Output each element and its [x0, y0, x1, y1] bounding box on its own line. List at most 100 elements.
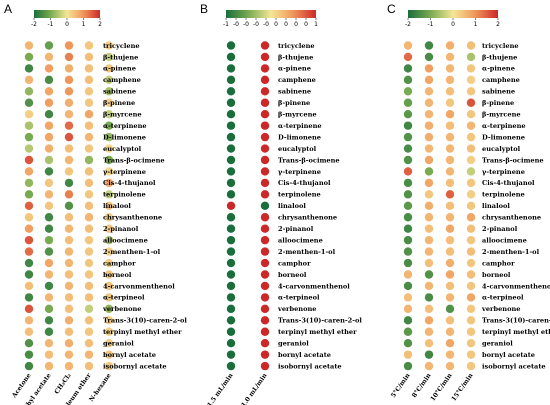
heatmap-cell [466, 98, 476, 107]
heatmap-cell [424, 361, 434, 371]
heatmap-cell [64, 87, 74, 96]
heatmap-cell [64, 281, 74, 291]
heatmap-cell [24, 304, 34, 314]
heatmap-cell [44, 224, 54, 233]
row-label: camphene [278, 76, 316, 84]
heatmap-cell [44, 155, 54, 165]
heatmap-cell [260, 132, 270, 142]
heatmap-cell [260, 121, 270, 130]
heatmap-cell [24, 178, 34, 188]
row-label: α-terpinene [103, 122, 147, 130]
heatmap-cell [466, 316, 476, 325]
heatmap-cell [24, 281, 34, 291]
heatmap-cell [466, 304, 476, 314]
heatmap-cell [466, 167, 476, 176]
heatmap-cell [24, 132, 34, 142]
row-label: γ-terpinene [103, 168, 146, 176]
heatmap-cell [445, 64, 455, 73]
heatmap-cell [226, 144, 236, 153]
heatmap-cell [260, 270, 270, 279]
heatmap-cell [84, 361, 94, 371]
heatmap-cell [44, 144, 54, 153]
heatmap-cell [226, 339, 236, 348]
heatmap-cell [104, 281, 114, 291]
row-label: 2-menthen-1-ol [278, 248, 336, 256]
heatmap-cell [84, 201, 94, 210]
colorbar-tick-label: 2 [496, 21, 500, 28]
row-label: α-terpinene [482, 122, 526, 130]
heatmap-cell [445, 224, 455, 233]
heatmap-cell [424, 110, 434, 119]
colorbar-tick-label: 0 [304, 21, 308, 28]
heatmap-cell [226, 293, 236, 302]
heatmap-cell [226, 235, 236, 245]
row-label: camphor [103, 259, 136, 267]
row-label: chrysanthenone [103, 214, 162, 222]
colorbar-tick-label: 0 [65, 21, 69, 28]
heatmap-cell [226, 247, 236, 256]
heatmap-cell [44, 293, 54, 302]
row-label: bornyl acetate [103, 351, 156, 359]
heatmap-cell [466, 235, 476, 245]
heatmap-cell [424, 167, 434, 176]
colorbar [34, 10, 100, 18]
heatmap-cell [466, 155, 476, 165]
heatmap-cell [44, 247, 54, 256]
heatmap-cell [445, 41, 455, 50]
heatmap-cell [466, 224, 476, 233]
heatmap-cell [260, 327, 270, 336]
heatmap-cell [44, 98, 54, 107]
heatmap-cell [424, 121, 434, 130]
row-label: Cis-4-thujanol [482, 179, 535, 187]
row-label: β-thujene [103, 53, 138, 61]
heatmap-cell [260, 41, 270, 50]
heatmap-cell [84, 41, 94, 50]
heatmap-cell [424, 350, 434, 359]
heatmap-cell [260, 350, 270, 359]
row-label: β-myrcene [103, 111, 142, 119]
heatmap-cell [424, 247, 434, 256]
heatmap-cell [64, 224, 74, 233]
row-label: 2-pinanol [482, 225, 518, 233]
heatmap-cell [104, 167, 114, 176]
heatmap-cell [104, 121, 114, 130]
heatmap-cell [403, 316, 413, 325]
colorbar-tick-label: -0 [233, 21, 239, 28]
heatmap-cell [226, 350, 236, 359]
row-label: sabinene [278, 88, 311, 96]
heatmap-cell [44, 121, 54, 130]
heatmap-cell [403, 178, 413, 188]
heatmap-cell [403, 224, 413, 233]
heatmap-cell [403, 110, 413, 119]
colorbar-tick-label: 0 [451, 21, 455, 28]
row-label: bornyl acetate [278, 351, 331, 359]
heatmap-cell [424, 293, 434, 302]
row-label: terpinyl methyl ether [482, 328, 550, 336]
heatmap-cell [84, 110, 94, 119]
row-label: tricyclene [482, 42, 519, 50]
heatmap-cell [424, 178, 434, 188]
heatmap-cell [466, 132, 476, 142]
heatmap-cell [445, 247, 455, 256]
heatmap-cell [226, 361, 236, 371]
heatmap-cell [64, 178, 74, 188]
heatmap-cell [403, 350, 413, 359]
row-label: β-pinene [482, 99, 514, 107]
row-label: linalool [482, 202, 510, 210]
heatmap-cell [403, 52, 413, 62]
heatmap-cell [403, 258, 413, 268]
heatmap-cell [424, 144, 434, 153]
heatmap-cell [64, 258, 74, 268]
heatmap-cell [104, 190, 114, 199]
heatmap-cell [403, 87, 413, 96]
heatmap-cell [424, 339, 434, 348]
heatmap-cell [260, 167, 270, 176]
heatmap-cell [104, 52, 114, 62]
heatmap-cell [64, 235, 74, 245]
row-label: chrysanthenone [482, 214, 541, 222]
heatmap-cell [24, 121, 34, 130]
heatmap-cell [424, 270, 434, 279]
heatmap-cell [466, 64, 476, 73]
heatmap-cell [466, 144, 476, 153]
heatmap-cell [466, 350, 476, 359]
